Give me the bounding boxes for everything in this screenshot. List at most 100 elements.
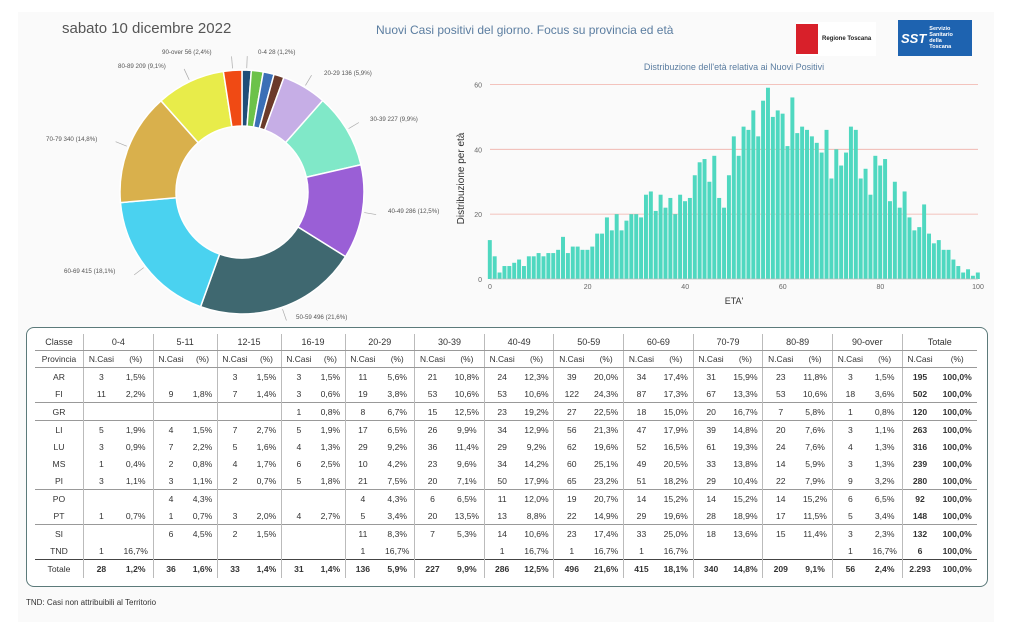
ncasi-cell: 22 xyxy=(762,472,799,490)
histogram-bar xyxy=(541,256,546,279)
pct-cell: 7,5% xyxy=(387,475,407,486)
ncasi-cell: 28 xyxy=(82,559,119,578)
pct-cell: 1,5% xyxy=(125,371,146,382)
pct-cell: 1,5% xyxy=(252,524,282,542)
sst-logo: SST Servizio Sanitario della Toscana xyxy=(898,20,972,56)
ncasi-cell: 67 xyxy=(692,385,729,403)
pct-cell: 17,4% xyxy=(589,524,624,542)
report-date: sabato 10 dicembre 2022 xyxy=(62,20,232,37)
histogram-bar xyxy=(512,262,517,279)
header-ncasi: N.Casi xyxy=(553,350,590,368)
total-pct-cell: 100,0% xyxy=(942,388,972,399)
ncasi-cell: 4 xyxy=(280,507,317,525)
histogram-x-tick: 40 xyxy=(681,284,689,291)
province-cell: FI xyxy=(55,388,63,399)
pct-cell: 0,9% xyxy=(125,441,146,452)
pct-cell: 3,8% xyxy=(387,388,407,399)
header-pct: (%) xyxy=(252,350,282,368)
total-ncasi-cell: 316 xyxy=(901,438,938,455)
ncasi-cell: 2 xyxy=(216,524,253,542)
total-pct-cell: 100,0% xyxy=(937,402,977,421)
pct-cell: 1,7% xyxy=(256,458,277,469)
total-ncasi-cell: 92 xyxy=(901,489,938,507)
ncasi-cell: 227 xyxy=(414,559,450,578)
header-ncasi: N.Casi xyxy=(152,350,189,368)
histogram-bar xyxy=(819,152,824,279)
pct-cell: 10,4% xyxy=(733,475,758,486)
pct-cell xyxy=(316,524,345,542)
histogram-bar xyxy=(761,100,766,280)
donut-slice-label: 80-89 209 (9,1%) xyxy=(118,63,166,70)
histogram-bar xyxy=(585,249,590,279)
header-pct: (%) xyxy=(728,350,763,368)
age-donut-chart: 0-4 28 (1,2%) 20-29 136 (5,9%) 30-39 227 (… xyxy=(46,49,439,321)
pct-cell: 1,9% xyxy=(118,420,154,438)
pct-cell xyxy=(316,489,345,507)
header-age-group: 20-29 xyxy=(344,334,415,351)
ncasi-cell: 24 xyxy=(762,438,799,455)
ncasi-cell: 8 xyxy=(344,402,381,421)
header-pct: (%) xyxy=(316,350,345,368)
ncasi-cell xyxy=(82,489,119,507)
province-age-table: Classe 0-4 5-11 12-15 16-19 20-29 30-39 40-49 50… xyxy=(26,327,988,587)
pct-cell xyxy=(450,542,484,560)
header-ncasi: N.Casi xyxy=(216,350,253,368)
pct-cell: 10,6% xyxy=(802,388,828,399)
table-row: GR 1 0,8% 8 6,7% 15 12,5% 23 19,2% 27 22,5% 18 15,0%… xyxy=(35,402,977,421)
histogram-x-tick: 80 xyxy=(877,284,885,291)
header-age-group: 70-79 xyxy=(692,334,763,351)
header-ncasi: N.Casi xyxy=(280,350,317,368)
total-ncasi-cell: 132 xyxy=(901,524,938,542)
province-cell: SI xyxy=(35,524,84,542)
donut-leader-line xyxy=(183,68,190,80)
table-row: PT 1 0,7% 1 0,7% 3 2,0% 4 2,7% 5 3,4% 20 13,5% 13 8,8%… xyxy=(35,507,977,525)
ncasi-cell: 5 xyxy=(216,438,253,455)
pct-cell: 1,3% xyxy=(320,441,341,452)
pct-cell xyxy=(798,542,832,560)
histogram-bar xyxy=(673,214,678,279)
header-age-group: 40-49 xyxy=(483,334,554,351)
header-ncasi: N.Casi xyxy=(483,350,520,368)
histogram-y-tick: 20 xyxy=(474,212,482,219)
pct-cell: 14,8% xyxy=(728,559,763,578)
ncasi-cell: 3 xyxy=(831,420,868,438)
province-cell: PT xyxy=(53,510,65,521)
header-age-group: 90-over xyxy=(831,334,903,351)
ncasi-cell: 7 xyxy=(152,438,189,455)
histogram-bar xyxy=(785,146,790,279)
histogram-bar xyxy=(697,162,702,279)
histogram-x-tick: 60 xyxy=(779,284,787,291)
ncasi-cell: 3 xyxy=(831,455,868,472)
pct-cell: 0,8% xyxy=(192,458,213,469)
header-age-group: 0-4 xyxy=(83,334,154,351)
histogram-bar xyxy=(902,191,907,279)
ncasi-cell: 136 xyxy=(344,559,381,578)
pct-cell: 1,1% xyxy=(192,475,213,486)
ncasi-cell: 11 xyxy=(344,524,381,542)
ncasi-cell: 5 xyxy=(280,420,317,438)
histogram-bar xyxy=(756,136,761,279)
histogram-bar xyxy=(897,207,902,279)
total-ncasi-cell: 120 xyxy=(901,402,938,421)
total-ncasi-cell: 6 xyxy=(901,542,938,560)
ncasi-cell: 19 xyxy=(553,489,590,507)
histogram-bar xyxy=(731,136,736,279)
histogram-bar xyxy=(517,259,522,279)
pct-cell: 17,3% xyxy=(663,388,688,399)
pct-cell: 13,8% xyxy=(733,458,758,469)
header-pct: (%) xyxy=(589,350,624,368)
histogram-bar xyxy=(936,240,941,279)
header-ncasi: N.Casi xyxy=(344,350,381,368)
histogram-bar xyxy=(775,110,780,279)
histogram-bar xyxy=(853,129,858,279)
ncasi-cell xyxy=(82,402,119,421)
donut-leader-line xyxy=(231,56,233,69)
pct-cell: 19,3% xyxy=(733,441,758,452)
pct-cell: 19,6% xyxy=(593,441,619,452)
header-age-group: 16-19 xyxy=(280,334,345,351)
histogram-bar xyxy=(746,129,751,279)
header-pct: (%) xyxy=(449,350,485,368)
histogram-bar xyxy=(556,249,561,279)
histogram-bar xyxy=(941,249,946,279)
histogram-bar xyxy=(590,246,595,279)
